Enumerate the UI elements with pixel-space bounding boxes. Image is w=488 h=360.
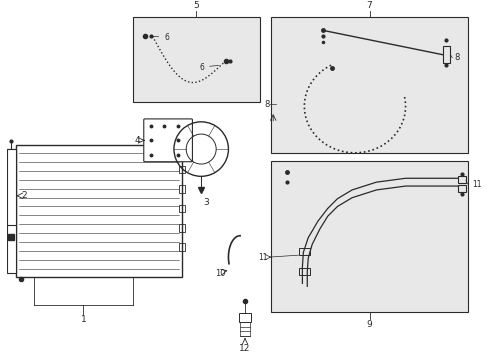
Text: 12: 12 <box>239 344 250 353</box>
Bar <box>6 149 16 273</box>
Text: 9: 9 <box>366 320 372 329</box>
Text: 7: 7 <box>366 1 372 10</box>
Text: 8: 8 <box>453 53 459 62</box>
Text: 11: 11 <box>257 253 267 262</box>
Bar <box>179 224 184 232</box>
Bar <box>179 204 184 212</box>
Bar <box>457 176 465 183</box>
Text: 4: 4 <box>134 136 140 145</box>
Bar <box>179 243 184 251</box>
Bar <box>239 312 250 322</box>
Bar <box>271 17 467 153</box>
Text: 10: 10 <box>215 269 225 278</box>
Bar <box>179 166 184 174</box>
Bar <box>298 268 309 275</box>
Bar <box>16 145 182 276</box>
Bar <box>442 46 449 63</box>
FancyBboxPatch shape <box>143 119 192 162</box>
Text: 3: 3 <box>203 198 208 207</box>
Text: 5: 5 <box>193 1 199 10</box>
Text: 2: 2 <box>21 191 27 200</box>
Text: 8: 8 <box>264 100 269 109</box>
Text: 6: 6 <box>199 63 219 72</box>
Bar <box>179 185 184 193</box>
Bar <box>298 248 309 255</box>
Bar <box>271 161 467 312</box>
Text: 11: 11 <box>471 180 480 189</box>
Text: 6: 6 <box>151 33 169 42</box>
Bar <box>6 149 16 225</box>
Bar <box>133 17 259 102</box>
Bar <box>457 185 465 192</box>
Text: 1: 1 <box>81 315 86 324</box>
